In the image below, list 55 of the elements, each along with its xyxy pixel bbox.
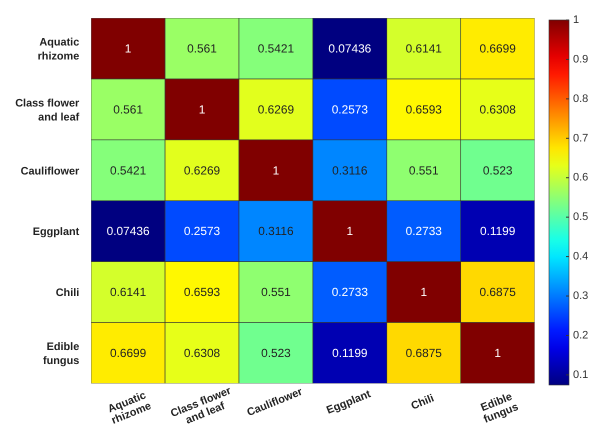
- data-label: 0.6141: [406, 42, 442, 56]
- x-tick-label: Class flower and leaf: [168, 384, 234, 427]
- data-label: 0.6875: [406, 346, 442, 360]
- data-label: 0.2573: [184, 224, 221, 238]
- color-bar-label: 0.7: [572, 132, 588, 144]
- y-tick-label: Eggplant: [32, 226, 80, 238]
- data-label: 0.561: [187, 42, 218, 56]
- data-label: 1: [198, 102, 206, 116]
- data-label: 0.6593: [406, 102, 442, 116]
- data-label: 0.1199: [332, 346, 368, 360]
- color-bar-label: 0.8: [572, 92, 588, 105]
- data-label: 0.6308: [480, 102, 516, 116]
- y-tick-label: Edible fungus: [43, 340, 80, 367]
- y-tick-label: Class flower and leaf: [15, 97, 80, 124]
- data-label: 0.1199: [480, 224, 516, 238]
- data-label: 0.551: [261, 285, 292, 300]
- data-label: 0.6699: [110, 346, 147, 360]
- data-label: 0.2733: [406, 224, 442, 238]
- data-label: 0.6269: [258, 102, 294, 116]
- color-bar-label: 0.9: [572, 53, 588, 66]
- data-label: 0.5421: [110, 163, 147, 178]
- data-label: 1: [272, 163, 280, 178]
- data-label: 0.5421: [258, 42, 294, 56]
- data-label: 1: [420, 285, 428, 300]
- data-label: 0.6269: [184, 163, 221, 178]
- data-label: 0.523: [261, 346, 292, 360]
- data-label: 0.551: [408, 163, 440, 178]
- data-label: 1: [494, 346, 502, 360]
- color-bar-label: 0.6: [572, 172, 588, 184]
- color-bar-label: 0.1: [572, 368, 588, 381]
- y-tick-label: Aquatic rhizome: [38, 36, 80, 62]
- x-tick-label: Edible fungus: [479, 390, 520, 426]
- data-label: 0.3116: [332, 163, 368, 178]
- y-tick-label: Cauliflower: [20, 165, 80, 178]
- data-label: 0.6875: [480, 285, 516, 300]
- data-label: 0.6699: [480, 42, 516, 56]
- y-tick-label: Chili: [56, 287, 80, 300]
- color-bar-label: 0.4: [572, 250, 588, 263]
- data-label: 0.2573: [332, 102, 368, 116]
- data-label: 1: [346, 224, 354, 238]
- data-label: 0.3116: [258, 224, 294, 238]
- color-bar-label: 0.3: [572, 290, 588, 302]
- data-label: 0.523: [482, 163, 513, 178]
- data-label: 0.6141: [110, 285, 147, 300]
- data-label: 1: [124, 42, 132, 56]
- data-label: 0.6593: [184, 285, 221, 300]
- data-label: 0.07436: [328, 42, 372, 56]
- data-label: 0.561: [113, 102, 144, 116]
- x-tick-label: Chili: [409, 392, 436, 412]
- data-label: 0.6308: [184, 346, 221, 360]
- color-bar-label: 1: [572, 14, 579, 26]
- color-bar-label: 0.2: [572, 329, 588, 342]
- data-label: 0.07436: [106, 224, 150, 238]
- data-label: 0.2733: [332, 285, 368, 300]
- color-bar-label: 0.5: [572, 211, 588, 224]
